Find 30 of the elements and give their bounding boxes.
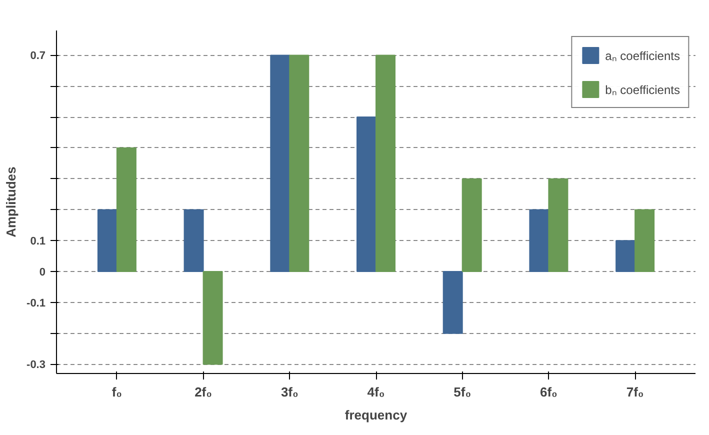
bar — [356, 116, 376, 272]
bar — [202, 271, 223, 365]
x-tick-label: f₀ — [112, 384, 122, 400]
x-tick-label: 2f₀ — [194, 384, 212, 400]
x-tick-label: 3f₀ — [280, 384, 298, 400]
y-tick-label: 0.1 — [30, 236, 46, 248]
y-axis-title: Amplitudes — [4, 166, 19, 238]
bar — [616, 240, 636, 272]
x-tick-label: 4f₀ — [367, 384, 385, 400]
bar — [116, 147, 136, 272]
bar — [529, 209, 550, 272]
bar — [376, 54, 396, 272]
y-tick-label: -0.3 — [26, 359, 46, 372]
y-tick-label: 0 — [39, 266, 46, 279]
x-axis-title: frequency — [344, 408, 408, 422]
bar — [634, 209, 655, 272]
bar — [289, 54, 310, 272]
x-tick-label: 7f₀ — [626, 384, 644, 400]
x-tick-label: 5f₀ — [454, 384, 472, 400]
legend-label: bₙ coefficients — [605, 82, 680, 98]
legend-label: aₙ coefficients — [605, 48, 680, 64]
bar — [442, 271, 463, 334]
bar — [97, 209, 118, 272]
y-tick-label: 0.7 — [30, 50, 46, 62]
x-tick-label: 6f₀ — [540, 384, 558, 400]
bar — [270, 54, 290, 272]
bar — [462, 178, 482, 272]
y-tick-label: -0.1 — [26, 297, 46, 310]
bar — [548, 178, 568, 272]
bar — [184, 209, 204, 272]
